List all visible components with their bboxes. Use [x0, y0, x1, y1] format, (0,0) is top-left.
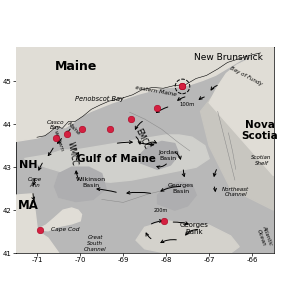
Text: Northeast
Channel: Northeast Channel: [222, 187, 249, 197]
Point: [180, 84, 185, 89]
Text: EMCC: EMCC: [134, 128, 151, 151]
Text: Nova
Scotia: Nova Scotia: [241, 120, 278, 142]
Polygon shape: [158, 182, 196, 210]
Polygon shape: [209, 47, 274, 176]
Text: Penobscot Bay: Penobscot Bay: [75, 96, 124, 102]
Text: Gulf of Maine: Gulf of Maine: [77, 154, 156, 164]
Point: [108, 126, 113, 131]
Text: 200m: 200m: [154, 208, 168, 214]
Point: [129, 117, 133, 122]
Text: Maine: Maine: [55, 60, 97, 73]
Point: [180, 84, 185, 89]
Point: [79, 127, 84, 132]
Text: Wilkinson
Basin: Wilkinson Basin: [76, 177, 106, 188]
Polygon shape: [16, 194, 59, 253]
Text: WMCC: WMCC: [66, 140, 79, 166]
Text: eastern Maine: eastern Maine: [134, 85, 177, 97]
Text: Atlantic
Ocean: Atlantic Ocean: [256, 225, 273, 248]
Text: Scotian
Shelf: Scotian Shelf: [251, 155, 272, 166]
Polygon shape: [140, 141, 179, 169]
Polygon shape: [136, 221, 239, 255]
Polygon shape: [55, 167, 106, 202]
Text: Georges
Basin: Georges Basin: [168, 183, 194, 194]
Point: [162, 218, 166, 223]
Point: [54, 136, 59, 141]
Polygon shape: [201, 47, 274, 210]
Text: Georges
Bank: Georges Bank: [180, 222, 209, 235]
Polygon shape: [24, 135, 209, 182]
Text: Casco
Bay: Casco Bay: [46, 120, 64, 130]
Text: New Brunswick: New Brunswick: [194, 53, 263, 62]
Polygon shape: [37, 208, 82, 231]
Point: [38, 227, 42, 232]
Point: [155, 106, 159, 110]
Text: 100m: 100m: [179, 102, 194, 107]
Text: Cape Cod: Cape Cod: [51, 227, 80, 232]
Text: Cape
Ann: Cape Ann: [28, 177, 42, 188]
Text: western: western: [52, 130, 64, 153]
Text: NH: NH: [20, 160, 38, 170]
Text: Maine: Maine: [66, 121, 82, 136]
Polygon shape: [16, 47, 274, 141]
Text: MA: MA: [18, 199, 38, 212]
Point: [64, 131, 69, 136]
Text: Jordan
Basin: Jordan Basin: [158, 150, 178, 160]
Text: Bay of Fundy: Bay of Fundy: [229, 65, 263, 87]
Text: Great
South
Channel: Great South Channel: [84, 235, 107, 252]
